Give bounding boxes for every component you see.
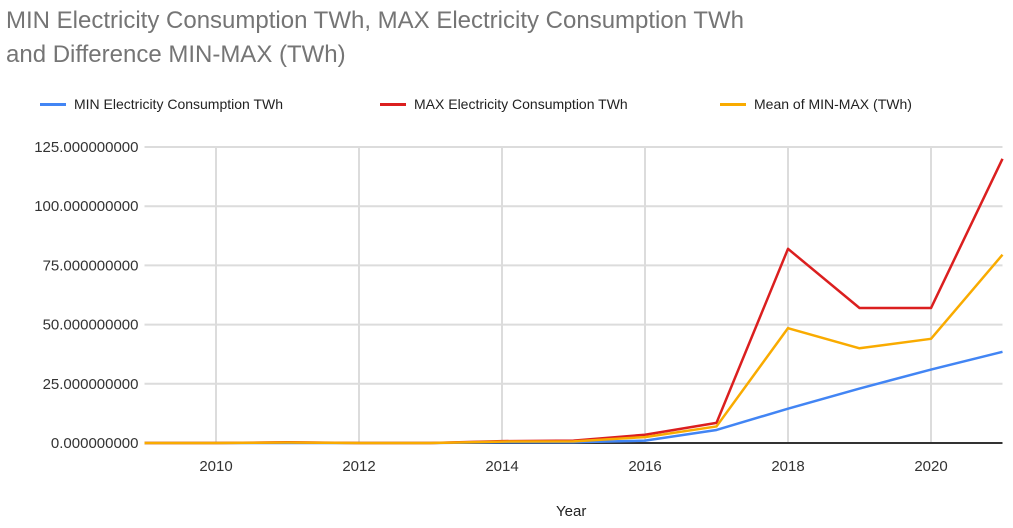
legend-item-mean[interactable]: Mean of MIN-MAX (TWh): [720, 96, 912, 112]
title-line-1: MIN Electricity Consumption TWh, MAX Ele…: [6, 7, 744, 34]
legend-label: MIN Electricity Consumption TWh: [74, 96, 284, 112]
legend-swatch: [380, 102, 406, 106]
legend-swatch: [40, 102, 66, 106]
title-line-2: and Difference MIN-MAX (TWh): [6, 41, 346, 68]
x-tick-label: 2014: [485, 458, 518, 475]
y-tick-label: 0.000000000: [51, 435, 139, 452]
y-tick-label: 75.000000000: [43, 257, 139, 274]
x-tick-label: 2018: [771, 458, 804, 475]
legend-label: Mean of MIN-MAX (TWh): [754, 96, 912, 112]
y-tick-label: 125.000000000: [34, 139, 138, 156]
x-tick-label: 2020: [914, 458, 947, 475]
series-line-1: [144, 158, 1004, 445]
x-tick-label: 2010: [199, 458, 232, 475]
legend-item-max[interactable]: MAX Electricity Consumption TWh: [380, 96, 628, 112]
y-tick-label: 100.000000000: [34, 198, 138, 215]
x-tick-label: 2012: [342, 458, 375, 475]
y-tick-label: 50.000000000: [43, 317, 139, 334]
y-tick-label: 25.000000000: [43, 376, 139, 393]
legend-item-min[interactable]: MIN Electricity Consumption TWh: [40, 96, 283, 112]
chart-title: MIN Electricity Consumption TWh, MAX Ele…: [6, 4, 1006, 72]
x-axis-label: Year: [556, 503, 587, 520]
legend-swatch: [720, 102, 746, 106]
series-line-0: [144, 350, 1003, 445]
x-tick-label: 2016: [628, 458, 661, 475]
legend-label: MAX Electricity Consumption TWh: [414, 96, 628, 112]
series-line-2: [144, 253, 1004, 445]
